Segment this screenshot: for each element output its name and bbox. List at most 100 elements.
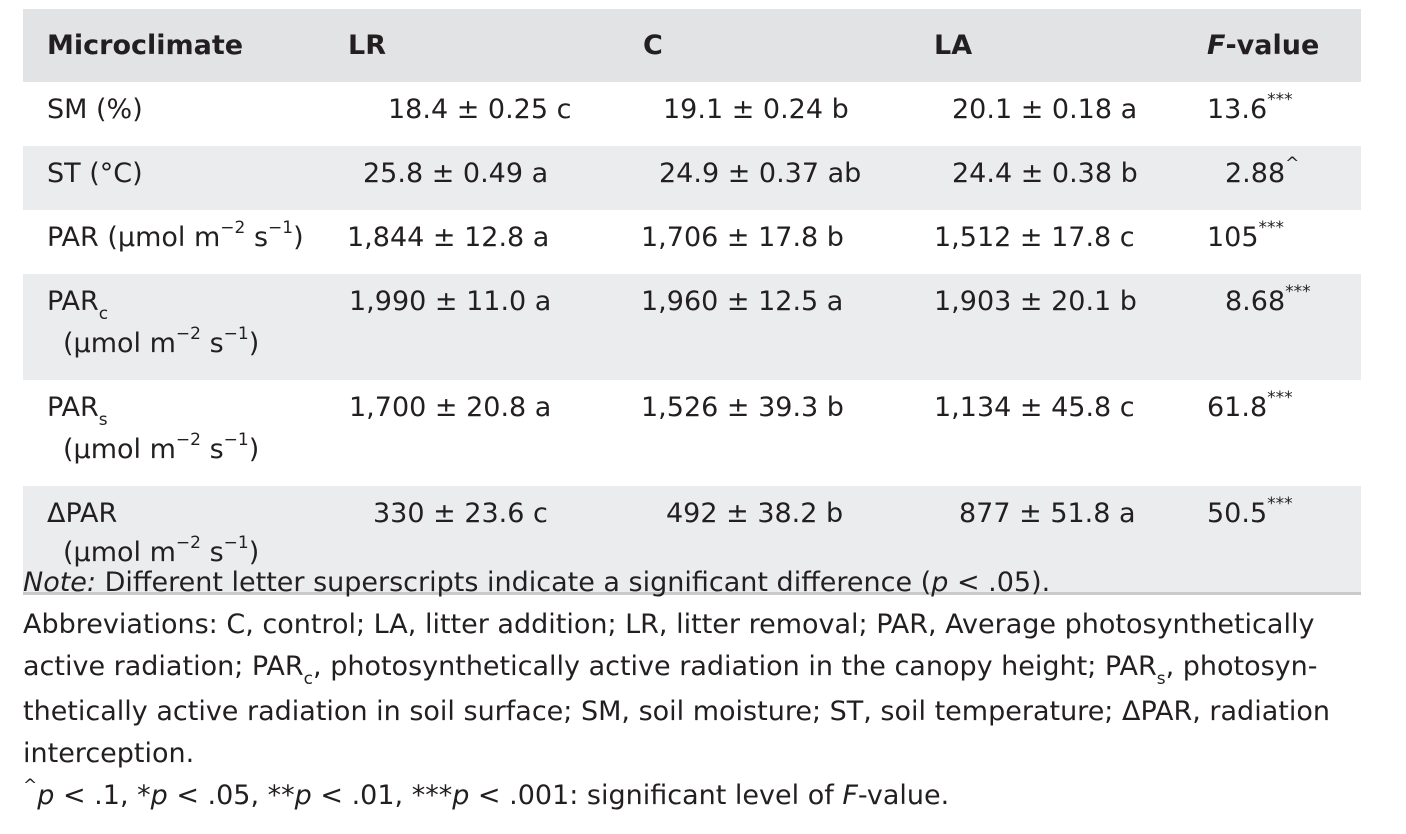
c-value: 24.9 ± 0.37 ab [641,146,934,210]
table-row: SM (%) 18.4 ± 0.25 c 19.1 ± 0.24 b 20.1 … [23,82,1361,146]
parc-subscript: c [98,304,109,324]
f-significance: *** [1267,494,1293,514]
f-value-text: 105 [1207,222,1259,253]
unit-mid: s [245,222,269,253]
lr-value: 330 ± 23.6 c [344,486,641,595]
sig-p: p [150,780,168,811]
unit-open: (µmol m [63,434,176,465]
delta-par-label-text: ΔPAR [47,498,118,529]
f-significance: *** [1285,282,1311,302]
unit-close: ) [248,537,260,568]
pars-label-text: PAR [47,392,99,423]
f-value-text: 50.5 [1207,498,1268,529]
c-value-text: 24.9 ± 0.37 ab [659,158,862,189]
par-label-text: PAR (µmol m [47,222,221,253]
la-value-text: 20.1 ± 0.18 a [952,94,1138,125]
unit-open: (µmol m [63,537,176,568]
table-row: PARs (µmol m−2 s−1) 1,700 ± 20.8 a 1,526 … [23,380,1361,486]
sig-p: p [452,780,470,811]
unit-close: ) [293,222,304,253]
unit-close: ) [248,328,260,359]
la-value: 1,903 ± 20.1 b [934,274,1200,380]
note-p: p [931,567,949,598]
lr-value-text: 18.4 ± 0.25 c [388,94,572,125]
unit-exponent-1: −2 [175,324,201,344]
abbr-text-a: Abbreviations: C, control; LA, litter ad… [23,609,1315,682]
la-value: 24.4 ± 0.38 b [934,146,1200,210]
row-label: PAR (µmol m−2 s−1) [23,210,344,274]
unit-mid: s [200,328,224,359]
f-significance: *** [1258,218,1285,238]
f-value: 61.8*** [1200,380,1361,486]
header-lr-text: LR [348,29,386,61]
unit-exponent-2: −1 [223,533,249,553]
note-label: Note: [23,567,97,598]
table-row: ST (°C) 25.8 ± 0.49 a 24.9 ± 0.37 ab 24.… [23,146,1361,210]
abbr-text-b: , photosynthetically active radiation in… [313,651,1157,682]
f-value-text: 61.8 [1207,392,1268,423]
lr-value: 1,990 ± 11.0 a [344,274,641,380]
c-value-text: 1,526 ± 39.3 b [641,392,844,423]
sig-caret: ^ [23,776,38,796]
f-value: 105*** [1200,210,1361,274]
la-value: 1,512 ± 17.8 c [934,210,1200,274]
parc-label-text: PAR [47,286,99,317]
unit-exponent-2: −1 [223,430,249,450]
c-value-text: 19.1 ± 0.24 b [663,94,849,125]
lr-value: 18.4 ± 0.25 c [344,82,641,146]
lr-value-text: 25.8 ± 0.49 a [363,158,549,189]
c-value-text: 1,960 ± 12.5 a [641,286,844,317]
f-value-text: 8.68 [1225,286,1286,317]
pars-subscript: s [98,410,108,430]
la-value-text: 877 ± 51.8 a [959,498,1136,529]
la-value: 877 ± 51.8 a [934,486,1200,595]
f-significance: *** [1267,388,1293,408]
unit-open: (µmol m [63,328,176,359]
sig-text-a: < .1, * [54,780,151,811]
c-value-text: 492 ± 38.2 b [666,498,844,529]
unit-exponent-1: −2 [175,430,201,450]
unit-line: (µmol m−2 s−1) [47,533,344,575]
unit-exponent-1: −2 [175,533,201,553]
header-la-text: LA [934,29,973,61]
header-lr: LR [344,9,641,82]
la-value-text: 1,134 ± 45.8 c [934,392,1135,423]
lr-value-text: 330 ± 23.6 c [373,498,548,529]
unit-exponent-1: −2 [220,218,246,238]
sig-F: F [842,780,858,811]
lr-value-text: 1,700 ± 20.8 a [349,392,552,423]
unit-mid: s [200,434,224,465]
header-f-italic: F [1207,29,1226,61]
sig-text-e: -value. [857,780,950,811]
header-f-value: F-value [1200,9,1361,82]
row-label: PARc (µmol m−2 s−1) [23,274,344,380]
unit-close: ) [248,434,260,465]
sig-text-c: < .01, *** [311,780,453,811]
header-c: C [641,9,934,82]
la-value-text: 1,903 ± 20.1 b [934,286,1137,317]
abbreviations: Abbreviations: C, control; LA, litter ad… [23,604,1343,775]
significance-legend: ^p < .1, *p < .05, **p < .01, ***p < .00… [23,775,1343,820]
lr-value: 25.8 ± 0.49 a [344,146,641,210]
note-text-a: Different letter superscripts indicate a… [96,567,932,598]
row-label: ST (°C) [23,146,344,210]
note-text-b: < .05). [948,567,1051,598]
table-row: ΔPAR (µmol m−2 s−1) 330 ± 23.6 c 492 ± 38… [23,486,1361,595]
data-table: Microclimate LR C LA F-value SM (%) 18.4… [23,9,1361,595]
header-f-rest: -value [1225,29,1320,61]
abbr-sub-s: s [1156,669,1166,689]
f-value-text: 13.6 [1207,94,1268,125]
unit-mid: s [200,537,224,568]
unit-line: (µmol m−2 s−1) [47,324,344,366]
la-value-text: 1,512 ± 17.8 c [934,222,1135,253]
sig-text-d: < .001: significant level of [469,780,843,811]
sig-p: p [37,780,55,811]
abbr-text-c: , photosyn-thetically active radiation i… [23,651,1330,769]
unit-line: (µmol m−2 s−1) [47,430,344,472]
lr-value-text: 1,844 ± 12.8 a [347,222,550,253]
row-label: PARs (µmol m−2 s−1) [23,380,344,486]
la-value: 20.1 ± 0.18 a [934,82,1200,146]
la-value: 1,134 ± 45.8 c [934,380,1200,486]
f-significance: *** [1267,90,1293,110]
f-value: 50.5*** [1200,486,1361,595]
